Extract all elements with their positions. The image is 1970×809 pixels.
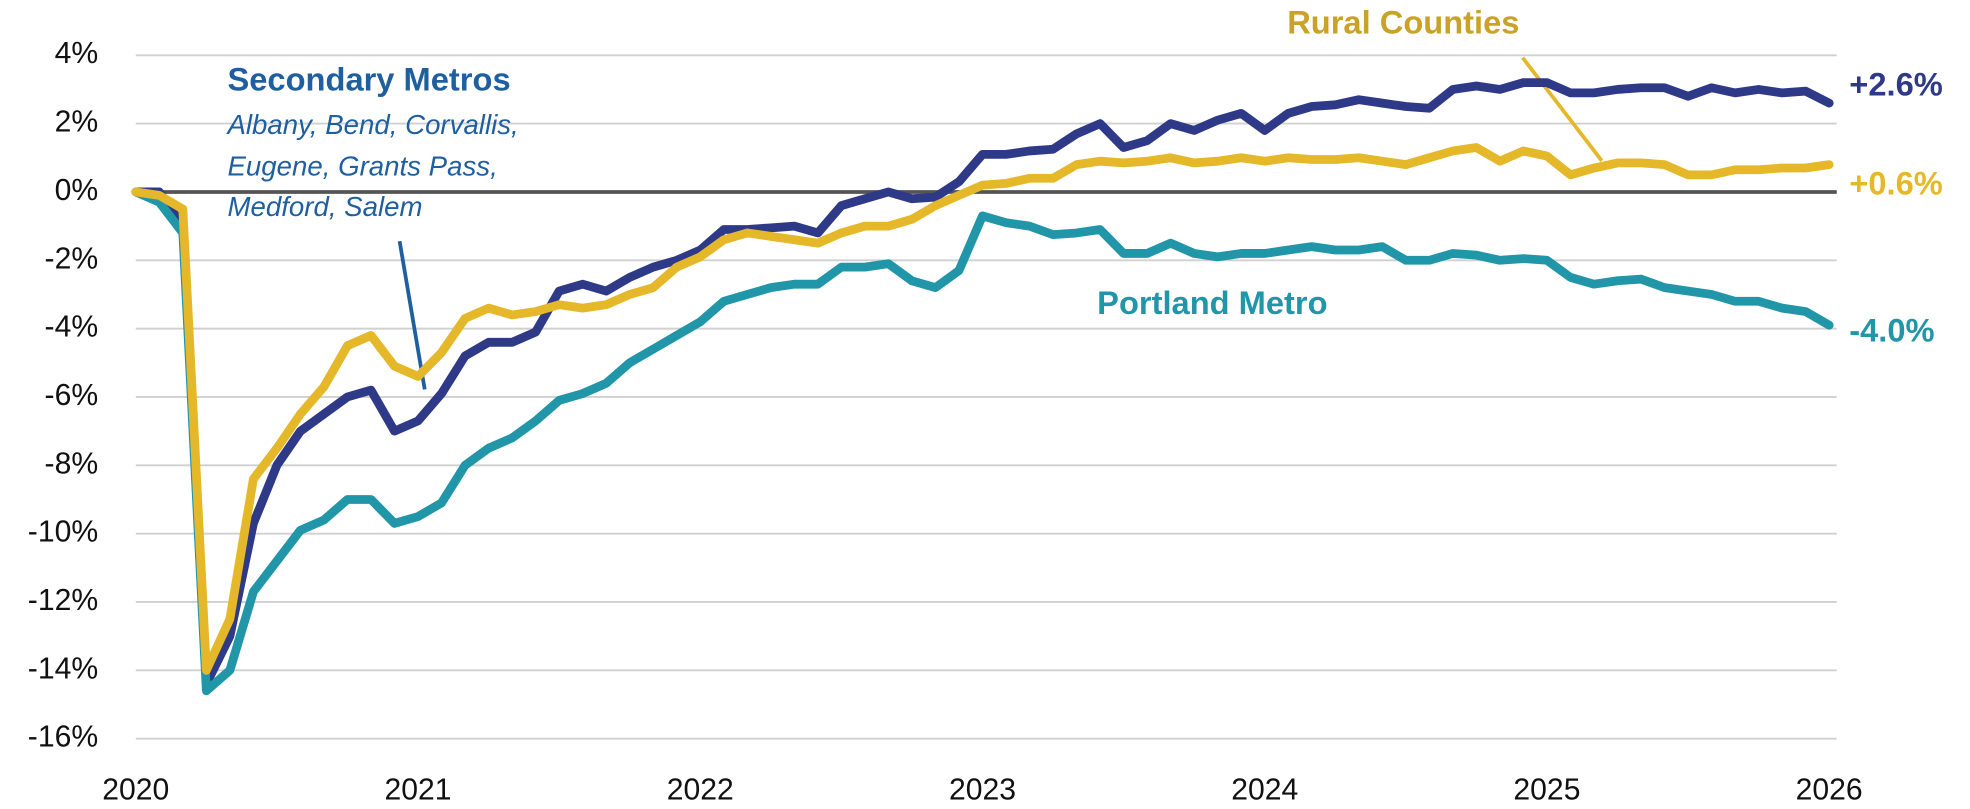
y-tick-label: -6% xyxy=(45,379,99,412)
annotation: Albany, Bend, Corvallis, xyxy=(226,109,519,140)
y-tick-label: -12% xyxy=(28,584,98,617)
y-tick-label: 4% xyxy=(55,37,99,70)
series-line xyxy=(131,187,1834,696)
y-tick-label: -16% xyxy=(28,721,98,754)
x-tick-label: 2023 xyxy=(949,773,1016,806)
series-label: Rural Counties xyxy=(1287,4,1519,41)
x-tick-label: 2020 xyxy=(102,773,169,806)
lines xyxy=(131,78,1834,696)
leader-line xyxy=(397,240,427,390)
series-line xyxy=(131,143,1834,675)
leader-line xyxy=(1521,56,1604,162)
y-tick-label: -14% xyxy=(28,652,98,685)
x-tick-label: 2024 xyxy=(1231,773,1298,806)
x-tick-label: 2026 xyxy=(1796,773,1863,806)
x-tick-label: 2021 xyxy=(385,773,452,806)
y-tick-label: -10% xyxy=(28,516,98,549)
annotation: Eugene, Grants Pass, xyxy=(228,151,498,182)
y-tick-label: 0% xyxy=(55,174,99,207)
end-label: +0.6% xyxy=(1849,165,1943,202)
labels: Secondary Metros Albany, Bend, Corvallis… xyxy=(226,4,1943,349)
series-label: Portland Metro xyxy=(1097,284,1327,321)
series-line xyxy=(131,78,1834,689)
annotation: Medford, Salem xyxy=(228,191,423,222)
series-label: Secondary Metros xyxy=(228,60,511,97)
y-tick-label: 2% xyxy=(55,106,99,139)
end-label: +2.6% xyxy=(1849,65,1943,102)
x-tick-label: 2025 xyxy=(1513,773,1580,806)
x-tick-label: 2022 xyxy=(667,773,734,806)
y-tick-label: -8% xyxy=(45,447,99,480)
end-label: -4.0% xyxy=(1849,312,1934,349)
y-tick-label: -4% xyxy=(45,311,99,344)
grid: -16% -14% -12% -10% -8% -6% -4% -2% 0% 2% 4% 2020 20… xyxy=(28,37,1863,806)
y-tick-label: -2% xyxy=(45,242,99,275)
